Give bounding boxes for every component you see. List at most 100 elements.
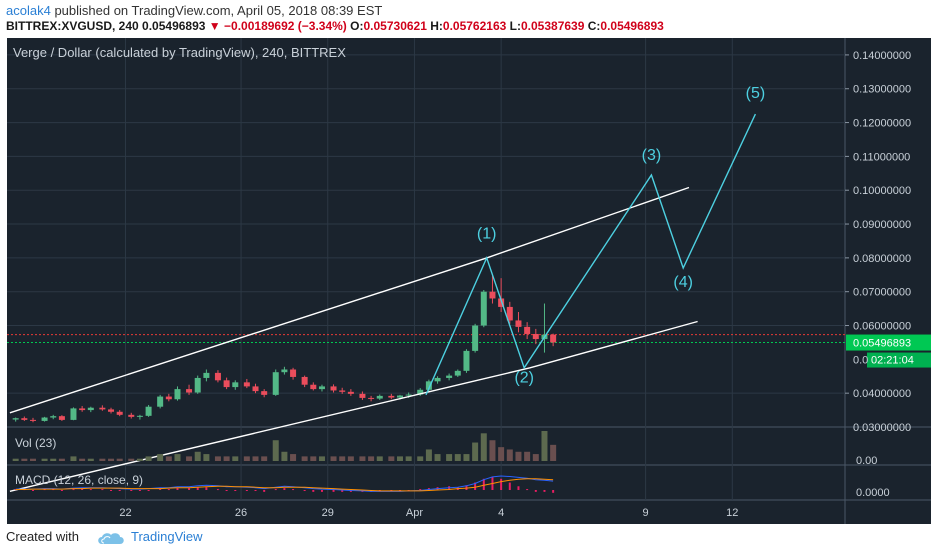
candle-body — [232, 382, 239, 388]
volume-bar — [203, 454, 210, 461]
volume-bar — [41, 458, 48, 461]
candles — [12, 274, 557, 423]
candle-body — [157, 396, 164, 407]
published-text: published on TradingView.com, April 05, … — [54, 3, 383, 18]
volume-bar — [446, 454, 453, 461]
macd-histogram-bar — [303, 490, 306, 491]
high-value: 0.05762163 — [442, 19, 507, 33]
candle-body — [396, 395, 403, 398]
symbol-line: BITTREX:XVGUSD, 240 0.05496893 ▼ −0.0018… — [6, 19, 664, 33]
volume-bar — [506, 449, 513, 461]
volume-bar — [50, 458, 57, 461]
volume-bar — [145, 456, 152, 461]
volume-bar — [70, 456, 77, 461]
time-tick-label: 4 — [498, 507, 504, 519]
low-value: 0.05387639 — [520, 19, 585, 33]
channel-trend-line — [9, 320, 698, 492]
volume-bar — [368, 456, 375, 461]
volume-bar — [489, 440, 496, 461]
volume-bar — [165, 456, 172, 461]
volume-bar — [194, 451, 201, 461]
price-chart[interactable]: (1) (2) (3) (4) (5) 0.14000000 0.13000000 0.12… — [7, 38, 931, 524]
tradingview-brand-link[interactable]: TradingView — [131, 529, 203, 544]
volume-bar — [30, 458, 37, 461]
volume-bar — [515, 451, 522, 461]
macd-histogram-bar — [89, 489, 92, 491]
candle-body — [174, 389, 181, 400]
volume-bar — [425, 449, 432, 461]
candle-body — [359, 393, 366, 398]
macd-title: MACD (12, 26, close, 9) — [15, 473, 143, 487]
volume-bar — [454, 454, 461, 461]
candle-body — [261, 391, 268, 395]
wave-label: (5) — [746, 85, 766, 102]
change-down-icon: ▼ — [208, 19, 221, 33]
macd-histogram-bar — [234, 490, 237, 491]
price-tick-label: 0.14000000 — [853, 50, 911, 62]
low-label: L: — [509, 19, 521, 33]
macd-histogram-bar — [118, 490, 121, 491]
volume-bar — [261, 456, 268, 461]
macd-histogram-bar — [101, 489, 104, 491]
volume-bar — [272, 440, 279, 461]
time-tick-label: 9 — [643, 507, 649, 519]
chart-title: Verge / Dollar (calculated by TradingVie… — [13, 45, 346, 60]
macd-histogram-bar — [500, 478, 503, 490]
candle-body — [498, 298, 505, 307]
volume-bar — [396, 456, 403, 461]
macd-histogram-bar — [543, 490, 546, 492]
chart-area[interactable]: (1) (2) (3) (4) (5) 0.14000000 0.13000000 0.12… — [7, 38, 931, 524]
elliott-wave-path — [425, 113, 757, 396]
candle-body — [70, 408, 77, 420]
volume-bar — [541, 431, 548, 461]
candle-body — [214, 372, 221, 381]
candle-body — [318, 386, 325, 390]
macd-histogram-bar — [341, 490, 344, 492]
volume-bar — [128, 458, 135, 461]
candle-body — [532, 333, 539, 340]
candle-body — [41, 417, 48, 421]
volume-title: Vol (23) — [15, 436, 56, 450]
time-tick-label: 12 — [726, 507, 738, 519]
price-tick-label: 0.10000000 — [853, 185, 911, 197]
volume-bar — [223, 456, 230, 461]
macd-histogram-bar — [517, 486, 520, 490]
price-tick-label: 0.08000000 — [853, 253, 911, 265]
symbol-name[interactable]: BITTREX:XVGUSD, 240 — [6, 19, 139, 33]
volume-bar — [417, 456, 424, 461]
wave-label: (3) — [642, 147, 662, 164]
macd-histogram-bar — [508, 482, 511, 490]
macd-histogram-bar — [552, 490, 555, 493]
candle-body — [524, 326, 531, 334]
signal-line — [15, 478, 554, 492]
countdown-tag — [867, 352, 931, 368]
macd-histogram-bar — [138, 490, 141, 491]
volume-bar — [157, 454, 164, 461]
candle-body — [330, 386, 337, 391]
macd-histogram-bar — [320, 490, 323, 492]
candle-body — [50, 416, 57, 418]
author-link[interactable]: acolak4 — [6, 3, 51, 18]
price-tick-label: 0.11000000 — [853, 151, 910, 163]
volume-bar — [281, 451, 288, 461]
time-tick-label: 26 — [235, 507, 247, 519]
drawings: (1) (2) (3) (4) (5) — [9, 85, 766, 492]
volume-bar — [347, 456, 354, 461]
close-label: C: — [587, 19, 601, 33]
macd-histogram-bar — [482, 478, 485, 490]
candle-body — [79, 408, 86, 411]
macd-histogram-bar — [245, 490, 248, 491]
candle-body — [301, 376, 308, 385]
volume-bar — [434, 454, 441, 461]
volume-bar — [12, 458, 19, 461]
macd-histogram-bar — [60, 490, 63, 491]
candle-body — [223, 380, 230, 388]
candle-body — [290, 369, 297, 377]
candle-body — [194, 377, 201, 393]
volume-bar — [116, 458, 123, 461]
volume-bar — [359, 456, 366, 461]
candle-body — [203, 372, 210, 378]
tradingview-cloud-icon — [98, 533, 124, 544]
volume-bar — [472, 442, 479, 461]
volume-bar — [99, 458, 106, 461]
